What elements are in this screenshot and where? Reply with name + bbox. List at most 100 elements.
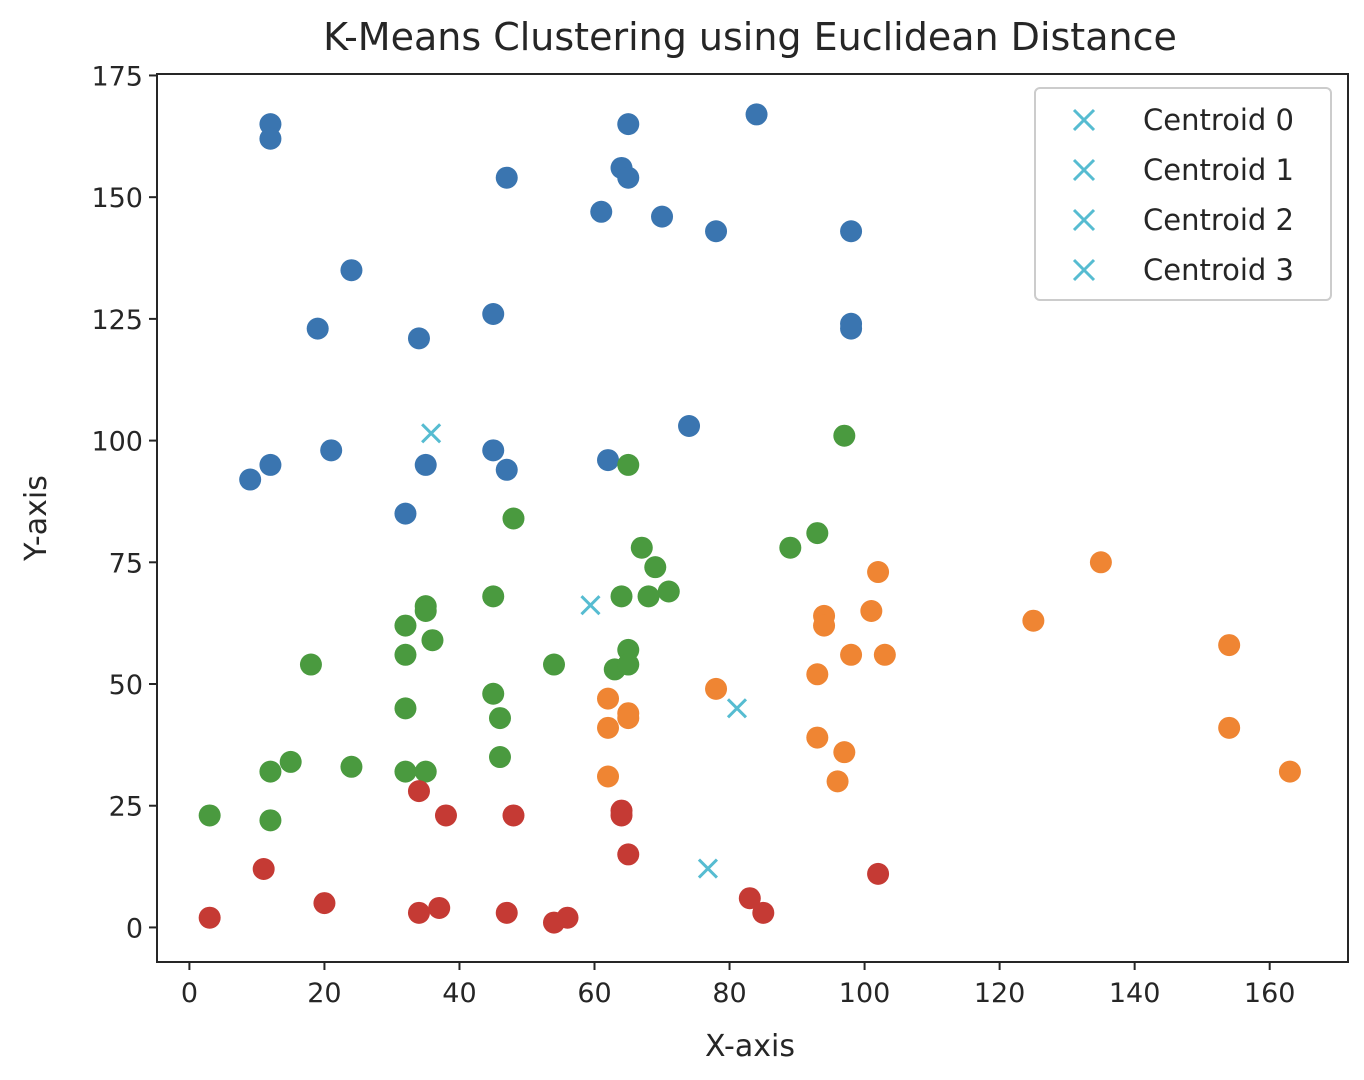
data-point <box>705 220 728 243</box>
chart-title: K-Means Clustering using Euclidean Dista… <box>323 15 1177 59</box>
plot-frame <box>156 73 1349 963</box>
data-point <box>407 327 430 350</box>
data-point <box>495 901 518 924</box>
centroid-marker <box>421 423 442 444</box>
data-point <box>434 804 457 827</box>
x-tick-label: 40 <box>442 978 476 1009</box>
y-tick-label: 0 <box>126 913 143 944</box>
data-point <box>873 643 896 666</box>
data-point <box>407 780 430 803</box>
y-tick-label: 175 <box>91 61 143 92</box>
data-point <box>738 887 761 910</box>
x-tick-label: 160 <box>1244 978 1296 1009</box>
data-point <box>299 653 322 676</box>
x-tick-label: 140 <box>1109 978 1161 1009</box>
data-point <box>617 707 640 730</box>
data-point <box>252 858 275 881</box>
data-point <box>833 424 856 447</box>
centroid-markers <box>421 423 748 879</box>
data-point <box>495 458 518 481</box>
y-tick-label: 100 <box>91 427 143 458</box>
data-point <box>421 629 444 652</box>
data-point <box>502 507 525 530</box>
x-tick-label: 80 <box>712 978 746 1009</box>
data-point <box>840 220 863 243</box>
legend-label: Centroid 2 <box>1143 203 1294 237</box>
data-point <box>556 906 579 929</box>
data-point <box>340 259 363 282</box>
data-point <box>340 755 363 778</box>
data-point <box>597 765 620 788</box>
data-point <box>867 862 890 885</box>
legend-label: Centroid 3 <box>1143 253 1294 287</box>
data-point <box>259 127 282 150</box>
centroid-marker <box>726 698 748 719</box>
data-point <box>198 804 221 827</box>
y-tick-label: 125 <box>91 305 143 336</box>
y-axis-label: Y-axis <box>19 475 54 562</box>
data-point <box>1089 551 1112 574</box>
data-point <box>806 726 829 749</box>
data-point <box>394 643 417 666</box>
legend-label: Centroid 0 <box>1143 103 1294 137</box>
data-point <box>482 439 505 462</box>
x-tick-label: 0 <box>181 978 198 1009</box>
data-point <box>482 682 505 705</box>
data-point <box>617 166 640 189</box>
data-point <box>806 663 829 686</box>
data-point <box>840 317 863 340</box>
data-point <box>198 906 221 929</box>
legend: Centroid 0 Centroid 1 Centroid 2 Centroid 3 <box>1034 87 1332 301</box>
data-point <box>833 741 856 764</box>
data-point <box>259 760 282 783</box>
data-point <box>745 103 768 126</box>
data-point <box>1278 760 1301 783</box>
legend-x-icon <box>1072 108 1096 132</box>
legend-x-icon <box>1072 258 1096 282</box>
data-point <box>657 580 680 603</box>
legend-x-icon <box>1072 158 1096 182</box>
legend-x-icon <box>1072 208 1096 232</box>
data-point <box>752 901 775 924</box>
data-point <box>617 113 640 136</box>
data-point <box>259 453 282 476</box>
data-point <box>806 522 829 545</box>
data-point <box>651 205 674 228</box>
x-axis-label: X-axis <box>705 1029 795 1064</box>
data-point <box>543 653 565 676</box>
data-point <box>867 561 890 584</box>
data-point <box>1218 716 1241 739</box>
data-point <box>414 760 437 783</box>
x-tick-label: 120 <box>974 978 1026 1009</box>
data-point <box>1218 634 1241 657</box>
data-point <box>482 303 505 326</box>
data-point <box>259 809 282 832</box>
data-point <box>407 901 430 924</box>
x-tick-label: 100 <box>839 978 891 1009</box>
data-point <box>597 449 620 472</box>
y-tick-label: 150 <box>91 183 143 214</box>
y-tick-label: 75 <box>109 548 143 579</box>
data-point <box>320 439 343 462</box>
data-point <box>617 453 640 476</box>
data-point <box>840 643 863 666</box>
data-point <box>488 707 511 730</box>
x-tick-label: 60 <box>577 978 611 1009</box>
data-point <box>617 653 640 676</box>
data-point <box>1022 609 1045 632</box>
data-point <box>597 716 620 739</box>
data-point <box>610 804 633 827</box>
data-point <box>414 453 437 476</box>
legend-label: Centroid 1 <box>1143 153 1294 187</box>
data-point <box>239 468 262 491</box>
data-point <box>597 687 620 710</box>
data-point <box>630 536 653 559</box>
data-point <box>590 200 613 223</box>
legend-box <box>1034 87 1332 301</box>
data-point <box>428 896 451 919</box>
data-point <box>813 614 836 637</box>
data-point <box>394 697 417 720</box>
data-point <box>610 585 633 608</box>
y-axis: 0 25 50 75 100 125 150 175 <box>91 61 157 944</box>
